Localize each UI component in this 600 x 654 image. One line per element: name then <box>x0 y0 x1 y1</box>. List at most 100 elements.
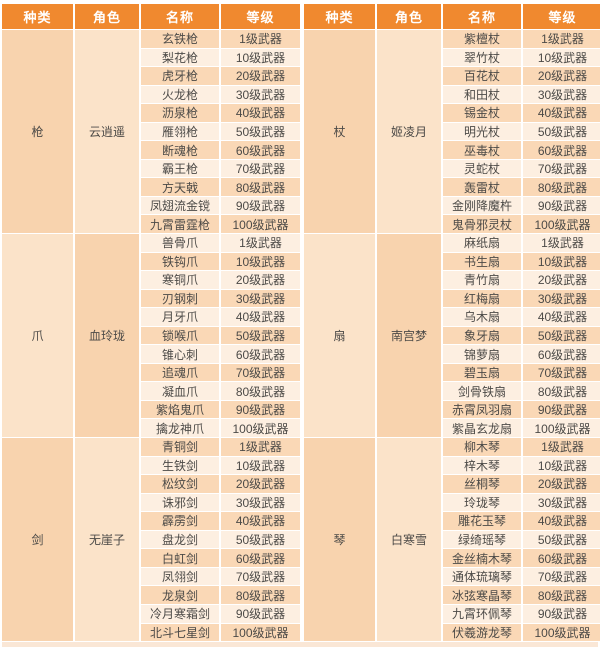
footer-strip <box>2 642 598 648</box>
column-header-name: 名称 <box>141 4 219 29</box>
table-row: 枪云逍遥 玄铁枪 1级武器 <box>2 30 300 234</box>
table-row: 追魂爪 70级武器 <box>2 363 300 382</box>
weapon-grade-cell: 50级武器 <box>523 530 600 549</box>
weapon-name-cell: 紫焰鬼爪 <box>141 400 219 419</box>
weapon-name-cell: 乌木扇 <box>443 308 521 326</box>
weapon-grade-cell: 1级武器 <box>221 234 300 252</box>
weapon-grade-cell: 20级武器 <box>221 271 300 289</box>
weapon-name-cell: 剑骨铁扇 <box>443 382 521 400</box>
table-row: 冷月寒霜剑 90级武器 <box>2 604 300 623</box>
table-row: 月牙爪 40级武器 <box>2 308 300 326</box>
weapon-name-cell: 灵蛇杖 <box>443 159 521 178</box>
weapon-name-cell: 玲珑琴 <box>443 493 521 512</box>
table-row: 绿绮瑶琴 50级武器 <box>304 530 600 549</box>
weapon-name-cell: 沥泉枪 <box>141 104 219 122</box>
weapon-name-cell: 凤翅流金镋 <box>141 196 219 215</box>
table-row: 爪血玲珑 兽骨爪 1级武器 <box>2 234 300 438</box>
weapon-grade-cell: 40级武器 <box>221 512 300 530</box>
weapon-grade-cell: 90级武器 <box>221 400 300 419</box>
weapon-type-cell: 剑 <box>2 438 73 642</box>
table-row: 北斗七星剑 100级武器 <box>2 623 300 642</box>
weapon-grade-cell: 90级武器 <box>523 604 600 623</box>
weapon-grade-cell: 60级武器 <box>221 345 300 363</box>
weapon-name-cell: 明光杖 <box>443 122 521 141</box>
table-row: 火龙枪 30级武器 <box>2 85 300 104</box>
weapon-grade-cell: 20级武器 <box>523 475 600 493</box>
weapon-grade-cell: 30级武器 <box>221 289 300 308</box>
weapon-type-cell: 枪 <box>2 30 73 234</box>
weapon-name-cell: 刃钢刺 <box>141 289 219 308</box>
weapon-type-cell: 杖 <box>304 30 375 234</box>
weapon-grade-cell: 1级武器 <box>221 30 300 48</box>
table-row: 金刚降魔杵 90级武器 <box>304 196 600 215</box>
weapon-type-cell: 扇 <box>304 234 375 438</box>
weapon-grade-cell: 100级武器 <box>523 419 600 438</box>
weapon-grade-cell: 20级武器 <box>523 67 600 85</box>
weapon-name-cell: 碧玉扇 <box>443 363 521 382</box>
weapon-grade-cell: 90级武器 <box>523 196 600 215</box>
weapon-grade-cell: 1级武器 <box>523 438 600 456</box>
character-role-cell: 云逍遥 <box>75 30 139 234</box>
weapon-name-cell: 紫晶玄龙扇 <box>443 419 521 438</box>
weapon-name-cell: 火龙枪 <box>141 85 219 104</box>
table-row: 龙泉剑 80级武器 <box>2 586 300 604</box>
table-row: 霹雳剑 40级武器 <box>2 512 300 530</box>
weapon-name-cell: 断魂枪 <box>141 141 219 159</box>
table-row: 和田杖 30级武器 <box>304 85 600 104</box>
table-row: 盘龙剑 50级武器 <box>2 530 300 549</box>
weapon-name-cell: 霸王枪 <box>141 159 219 178</box>
table-row: 金丝楠木琴 60级武器 <box>304 549 600 567</box>
table-row: 伏羲游龙琴 100级武器 <box>304 623 600 642</box>
table-row: 锡金杖 40级武器 <box>304 104 600 122</box>
weapon-grade-cell: 70级武器 <box>221 159 300 178</box>
weapon-name-cell: 铁钩爪 <box>141 252 219 271</box>
weapon-name-cell: 鬼骨邪灵杖 <box>443 215 521 234</box>
weapon-grade-cell: 100级武器 <box>221 419 300 438</box>
weapon-name-cell: 锡金杖 <box>443 104 521 122</box>
table-row: 通体琉璃琴 70级武器 <box>304 567 600 586</box>
weapon-name-cell: 擒龙神爪 <box>141 419 219 438</box>
table-row: 红梅扇 30级武器 <box>304 289 600 308</box>
table-row: 刃钢刺 30级武器 <box>2 289 300 308</box>
weapon-name-cell: 青竹扇 <box>443 271 521 289</box>
column-header-grade: 等级 <box>523 4 600 29</box>
weapon-name-cell: 雁翎枪 <box>141 122 219 141</box>
table-row: 凤翅流金镋 90级武器 <box>2 196 300 215</box>
weapon-name-cell: 九霄环佩琴 <box>443 604 521 623</box>
table-row: 象牙扇 50级武器 <box>304 326 600 345</box>
table-row: 丝桐琴 20级武器 <box>304 475 600 493</box>
table-row: 生铁剑 10级武器 <box>2 456 300 475</box>
weapon-name-cell: 锁喉爪 <box>141 326 219 345</box>
column-header-role: 角色 <box>377 4 441 29</box>
weapon-name-cell: 虎牙枪 <box>141 67 219 85</box>
weapon-grade-cell: 20级武器 <box>523 271 600 289</box>
weapon-name-cell: 红梅扇 <box>443 289 521 308</box>
weapon-name-cell: 翠竹杖 <box>443 48 521 67</box>
weapon-name-cell: 柳木琴 <box>443 438 521 456</box>
table-row: 巫毒杖 60级武器 <box>304 141 600 159</box>
weapon-grade-cell: 70级武器 <box>523 159 600 178</box>
table-row: 霸王枪 70级武器 <box>2 159 300 178</box>
weapon-grade-cell: 60级武器 <box>221 141 300 159</box>
table-row: 书生扇 10级武器 <box>304 252 600 271</box>
table-row: 玲珑琴 30级武器 <box>304 493 600 512</box>
weapon-name-cell: 锦萝扇 <box>443 345 521 363</box>
character-role-cell: 姬凌月 <box>377 30 441 234</box>
weapon-grade-cell: 40级武器 <box>523 308 600 326</box>
weapon-grade-cell: 90级武器 <box>221 604 300 623</box>
table-row: 铁钩爪 10级武器 <box>2 252 300 271</box>
weapon-name-cell: 九霄雷霆枪 <box>141 215 219 234</box>
weapon-grade-cell: 20级武器 <box>221 67 300 85</box>
weapon-grade-cell: 10级武器 <box>523 252 600 271</box>
weapon-grade-cell: 30级武器 <box>221 85 300 104</box>
weapon-grade-cell: 60级武器 <box>523 141 600 159</box>
weapon-grade-cell: 40级武器 <box>523 512 600 530</box>
table-row: 杖姬凌月 紫檀杖 1级武器 <box>304 30 600 234</box>
weapon-name-cell: 巫毒杖 <box>443 141 521 159</box>
table-row: 断魂枪 60级武器 <box>2 141 300 159</box>
weapon-name-cell: 通体琉璃琴 <box>443 567 521 586</box>
column-header-type: 种类 <box>304 4 375 29</box>
table-row: 冰弦寒晶琴 80级武器 <box>304 586 600 604</box>
weapon-name-cell: 冷月寒霜剑 <box>141 604 219 623</box>
weapon-name-cell: 月牙爪 <box>141 308 219 326</box>
